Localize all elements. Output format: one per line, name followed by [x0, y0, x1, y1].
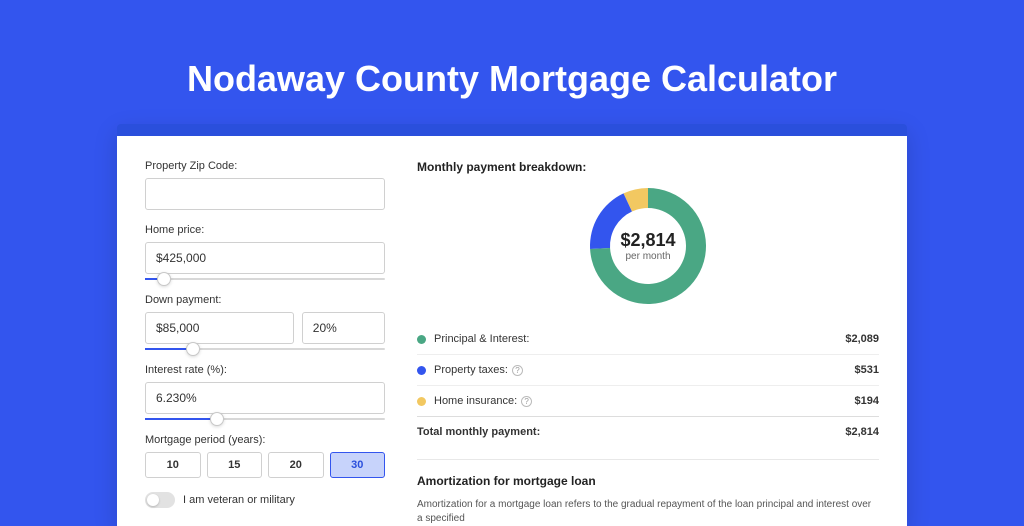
legend-value: $194	[855, 395, 879, 407]
interest-rate-input[interactable]	[145, 382, 385, 414]
period-option-30[interactable]: 30	[330, 452, 386, 478]
home-price-slider[interactable]	[145, 278, 385, 280]
zip-input[interactable]	[145, 178, 385, 210]
legend-total-row: Total monthly payment:$2,814	[417, 416, 879, 447]
legend-label: Home insurance:?	[434, 395, 855, 407]
amortization-title: Amortization for mortgage loan	[417, 474, 879, 488]
breakdown-title: Monthly payment breakdown:	[417, 160, 879, 174]
mortgage-period-options: 10152030	[145, 452, 385, 478]
legend-total-value: $2,814	[845, 426, 879, 438]
legend-row: Property taxes:?$531	[417, 354, 879, 385]
veteran-toggle[interactable]	[145, 492, 175, 508]
page-title: Nodaway County Mortgage Calculator	[0, 0, 1024, 124]
form-column: Property Zip Code: Home price: Down paym…	[145, 160, 385, 526]
legend-value: $2,089	[845, 333, 879, 345]
down-payment-slider-handle[interactable]	[186, 342, 200, 356]
donut-chart: $2,814 per month	[417, 186, 879, 306]
zip-label: Property Zip Code:	[145, 160, 385, 172]
breakdown-column: Monthly payment breakdown: $2,814 per mo…	[417, 160, 879, 526]
legend-row: Principal & Interest:$2,089	[417, 324, 879, 354]
home-price-input[interactable]	[145, 242, 385, 274]
mortgage-period-block: Mortgage period (years): 10152030	[145, 434, 385, 478]
home-price-block: Home price:	[145, 224, 385, 280]
zip-field-block: Property Zip Code:	[145, 160, 385, 210]
home-price-slider-handle[interactable]	[157, 272, 171, 286]
legend-label: Principal & Interest:	[434, 333, 845, 345]
donut-center: $2,814 per month	[620, 230, 675, 262]
amortization-block: Amortization for mortgage loan Amortizat…	[417, 459, 879, 526]
legend-dot	[417, 397, 426, 406]
amortization-text: Amortization for a mortgage loan refers …	[417, 498, 879, 526]
period-option-10[interactable]: 10	[145, 452, 201, 478]
calculator-card: Property Zip Code: Home price: Down paym…	[117, 124, 907, 526]
legend-total-label: Total monthly payment:	[417, 426, 845, 438]
down-payment-slider[interactable]	[145, 348, 385, 350]
down-payment-amount-input[interactable]	[145, 312, 294, 344]
veteran-toggle-label: I am veteran or military	[183, 494, 295, 506]
period-option-20[interactable]: 20	[268, 452, 324, 478]
interest-rate-block: Interest rate (%):	[145, 364, 385, 420]
info-icon[interactable]: ?	[512, 365, 523, 376]
interest-rate-slider[interactable]	[145, 418, 385, 420]
donut-amount: $2,814	[620, 230, 675, 251]
interest-rate-slider-handle[interactable]	[210, 412, 224, 426]
legend-value: $531	[855, 364, 879, 376]
down-payment-block: Down payment:	[145, 294, 385, 350]
veteran-toggle-row: I am veteran or military	[145, 492, 385, 508]
donut-sublabel: per month	[620, 251, 675, 262]
home-price-label: Home price:	[145, 224, 385, 236]
mortgage-period-label: Mortgage period (years):	[145, 434, 385, 446]
info-icon[interactable]: ?	[521, 396, 532, 407]
period-option-15[interactable]: 15	[207, 452, 263, 478]
down-payment-percent-input[interactable]	[302, 312, 385, 344]
legend-label: Property taxes:?	[434, 364, 855, 376]
legend-dot	[417, 366, 426, 375]
legend-row: Home insurance:?$194	[417, 385, 879, 416]
legend-list: Principal & Interest:$2,089Property taxe…	[417, 324, 879, 447]
legend-dot	[417, 335, 426, 344]
interest-rate-label: Interest rate (%):	[145, 364, 385, 376]
down-payment-label: Down payment:	[145, 294, 385, 306]
interest-rate-slider-fill	[145, 418, 217, 420]
